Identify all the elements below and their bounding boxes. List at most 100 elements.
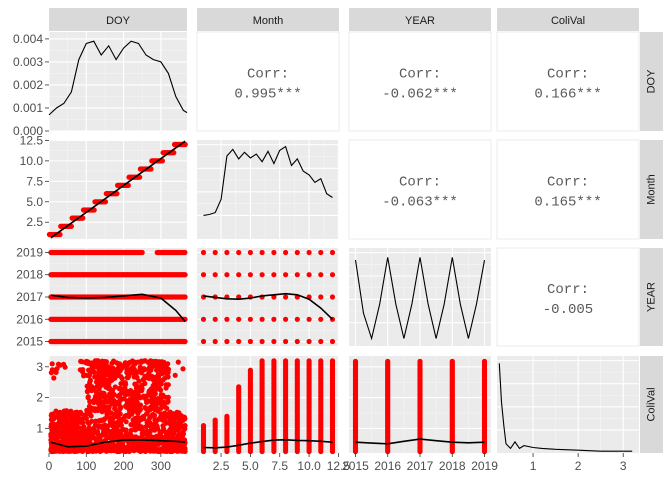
scatter-point: [481, 358, 488, 364]
panel-colival-doy: [48, 356, 188, 455]
scatter-point: [59, 422, 65, 428]
scatter-point: [224, 338, 230, 345]
scatter-point: [94, 429, 101, 435]
scatter-point: [132, 381, 138, 387]
scatter-point: [271, 338, 277, 345]
y-tick-label: 2015: [16, 335, 43, 349]
scatter-point: [68, 448, 74, 454]
scatter-point: [162, 361, 168, 367]
x-tick-label: 2015: [342, 459, 369, 473]
x-axis-year: 2015 2016 2017 2018 2019: [342, 453, 498, 473]
panel-year-year: [349, 248, 491, 346]
corr-value: 0.995***: [234, 87, 301, 103]
y-axis-doy: 0.000 0.001 0.002 0.003 0.004: [13, 32, 49, 138]
scatter-point: [124, 398, 130, 404]
scatter-point: [101, 358, 108, 365]
scatter-point: [147, 419, 153, 426]
scatter-point: [236, 384, 242, 390]
scatter-point: [87, 379, 93, 386]
scatter-point: [65, 435, 72, 441]
scatter-points: [200, 249, 336, 345]
scatter-point: [117, 406, 123, 412]
scatter-point: [294, 358, 300, 364]
scatter-point: [68, 416, 74, 422]
scatter-point: [212, 272, 218, 278]
scatter-point: [89, 386, 95, 392]
scatter-point: [306, 316, 312, 322]
scatter-point: [247, 272, 253, 278]
scatter-point: [49, 367, 56, 373]
scatter-point: [236, 249, 242, 256]
scatter-point: [182, 338, 188, 345]
strip-top-label: Month: [253, 15, 284, 27]
y-axis-colival: 1 2 3: [36, 360, 49, 435]
density-curve-year: [354, 257, 486, 341]
scatter-point: [105, 447, 111, 453]
scatter-point: [111, 443, 117, 449]
scatter-point: [294, 338, 300, 345]
trend-line-month-doy: [50, 140, 186, 239]
scatter-point: [122, 380, 128, 386]
scatter-point: [79, 432, 85, 438]
scatter-point: [151, 448, 157, 454]
scatter-point: [148, 166, 154, 172]
scatter-point: [120, 426, 126, 432]
scatter-point: [117, 392, 123, 398]
strip-right-label: YEAR: [645, 282, 657, 312]
scatter-point: [97, 393, 103, 399]
scatter-point: [135, 441, 141, 447]
scatter-point: [158, 396, 164, 402]
scatter-point: [132, 415, 138, 422]
scatter-point: [87, 398, 93, 405]
panel-doy-colival: Corr: 0.166***: [496, 31, 640, 132]
strip-top-year: YEAR: [349, 8, 491, 31]
scatter-point: [102, 199, 109, 205]
scatter-point: [160, 402, 166, 408]
scatter-point: [271, 316, 277, 322]
x-tick-label: 300: [151, 459, 171, 473]
scatter-point: [104, 411, 110, 417]
scatter-point: [50, 443, 57, 449]
scatter-point: [84, 435, 91, 441]
scatter-point: [78, 411, 84, 417]
trend-line-colival-doy: [50, 439, 186, 448]
scatter-point: [259, 316, 265, 322]
scatter-point: [72, 433, 78, 439]
x-tick-label: 5.0: [242, 459, 259, 473]
scatter-point: [53, 369, 59, 375]
scatter-point: [200, 423, 207, 429]
x-tick-label: 2019: [471, 459, 498, 473]
scatter-point: [271, 358, 277, 364]
scatter-point: [92, 408, 98, 414]
scatter-point: [104, 399, 110, 405]
scatter-point: [133, 434, 139, 440]
scatter-point: [108, 387, 114, 393]
scatter-point: [93, 389, 99, 395]
scatter-point: [93, 438, 99, 444]
scatter-point: [76, 417, 82, 423]
scatter-point: [114, 431, 120, 437]
scatter-point: [236, 338, 242, 345]
scatter-point: [155, 378, 161, 384]
scatter-point: [68, 223, 74, 229]
scatter-point: [129, 364, 136, 370]
corr-label: Corr:: [547, 175, 589, 191]
scatter-point: [149, 373, 155, 380]
scatter-point: [83, 415, 89, 422]
scatter-point: [175, 359, 181, 365]
corr-label: Corr:: [247, 67, 289, 83]
scatter-point: [158, 392, 164, 398]
scatter-point: [57, 362, 63, 368]
scatter-point: [85, 395, 91, 401]
scatter-point: [74, 429, 80, 435]
density-curve-colival: [498, 363, 633, 452]
scatter-point: [101, 428, 107, 434]
scatter-point: [182, 294, 188, 300]
corr-value: 0.165***: [534, 195, 601, 211]
scatter-point: [157, 371, 164, 377]
scatter-point: [162, 375, 168, 381]
y-tick-label: 1: [36, 421, 43, 435]
scatter-point: [84, 389, 90, 395]
scatter-point: [212, 249, 218, 256]
scatter-point: [224, 272, 230, 278]
